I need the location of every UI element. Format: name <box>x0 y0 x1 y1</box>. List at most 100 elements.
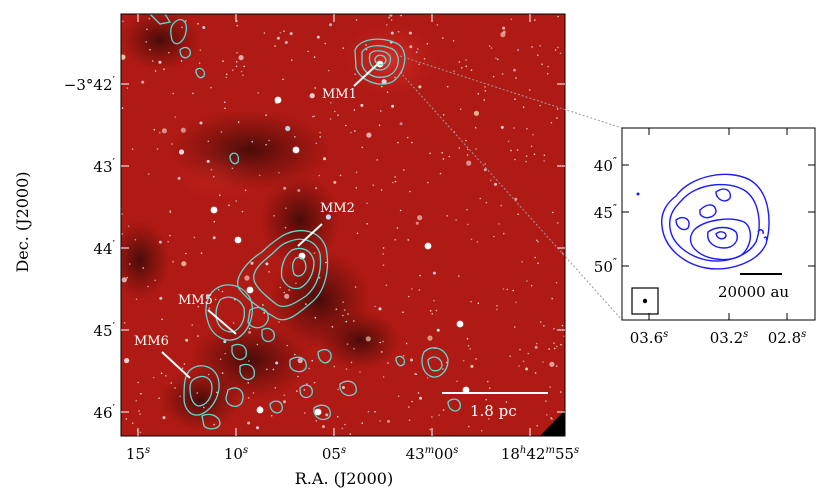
star <box>442 37 444 39</box>
star <box>467 425 470 428</box>
star <box>193 236 196 239</box>
star <box>123 322 126 324</box>
star <box>337 114 339 116</box>
star <box>360 103 364 107</box>
star <box>381 85 383 88</box>
star <box>534 256 536 259</box>
star <box>417 48 419 50</box>
star <box>284 293 290 299</box>
star <box>185 20 187 22</box>
star <box>223 340 227 344</box>
star <box>423 57 426 60</box>
star <box>439 172 442 175</box>
star <box>484 163 487 165</box>
star <box>217 288 220 291</box>
star <box>527 352 530 355</box>
inset-y-tick-label: 40″ <box>594 155 617 175</box>
star <box>124 358 130 364</box>
star <box>453 70 455 72</box>
star <box>555 281 558 284</box>
star <box>477 302 480 305</box>
star <box>345 368 348 370</box>
star <box>500 125 504 129</box>
inset-ticks <box>622 128 815 320</box>
x-tick-label: 10s <box>224 445 248 463</box>
star <box>557 15 559 18</box>
star <box>470 238 473 241</box>
star <box>162 416 166 420</box>
star <box>294 353 296 356</box>
star <box>411 141 413 144</box>
star <box>441 152 444 154</box>
star <box>216 391 218 394</box>
star <box>469 348 472 350</box>
inset-contour-dot <box>636 192 640 196</box>
star <box>502 288 505 290</box>
star <box>238 55 244 61</box>
star <box>465 59 467 61</box>
star <box>519 348 521 351</box>
dark-filament <box>121 14 400 430</box>
star <box>244 189 247 192</box>
star <box>442 158 445 160</box>
star <box>406 136 409 139</box>
star <box>381 351 383 353</box>
main-ticks <box>121 14 565 436</box>
star <box>391 104 395 108</box>
star <box>125 418 128 420</box>
star <box>502 30 506 34</box>
star <box>268 271 270 273</box>
star <box>488 418 490 420</box>
star <box>452 40 455 42</box>
star <box>466 337 469 340</box>
star <box>462 360 465 362</box>
star <box>210 168 213 171</box>
star <box>418 63 420 66</box>
inset-y-tick-label: 50″ <box>594 256 617 276</box>
star <box>458 61 461 63</box>
star <box>283 30 285 32</box>
star <box>551 418 553 420</box>
star <box>374 305 376 308</box>
star <box>483 99 486 101</box>
star <box>483 168 487 172</box>
star <box>366 132 372 138</box>
star <box>456 380 458 383</box>
star <box>305 303 307 305</box>
star <box>408 406 410 408</box>
star <box>484 86 486 88</box>
star <box>180 127 186 133</box>
star <box>543 154 546 157</box>
star <box>539 45 541 47</box>
star <box>513 127 515 129</box>
star <box>429 310 432 312</box>
star <box>285 207 287 209</box>
star <box>349 433 352 436</box>
star <box>158 240 162 244</box>
corner-mask <box>540 410 565 436</box>
star <box>365 44 367 46</box>
star <box>546 414 548 416</box>
x-axis-title: R.A. (J2000) <box>295 469 393 488</box>
star <box>514 98 516 100</box>
star <box>436 328 440 332</box>
star <box>135 399 137 402</box>
main-scale-bar: 1.8 pc <box>442 392 548 420</box>
star <box>121 233 124 235</box>
star <box>169 234 171 237</box>
star <box>496 308 498 311</box>
star <box>329 118 332 120</box>
star <box>410 358 413 362</box>
star <box>203 406 205 409</box>
source-label-mm2: MM2 <box>320 201 355 216</box>
bright-star <box>314 408 322 416</box>
star <box>510 18 513 21</box>
star <box>185 252 187 255</box>
star <box>181 367 184 370</box>
star <box>537 240 539 243</box>
star <box>243 65 245 68</box>
star <box>435 309 438 312</box>
star <box>436 24 439 26</box>
star <box>263 312 266 314</box>
star <box>159 296 163 300</box>
